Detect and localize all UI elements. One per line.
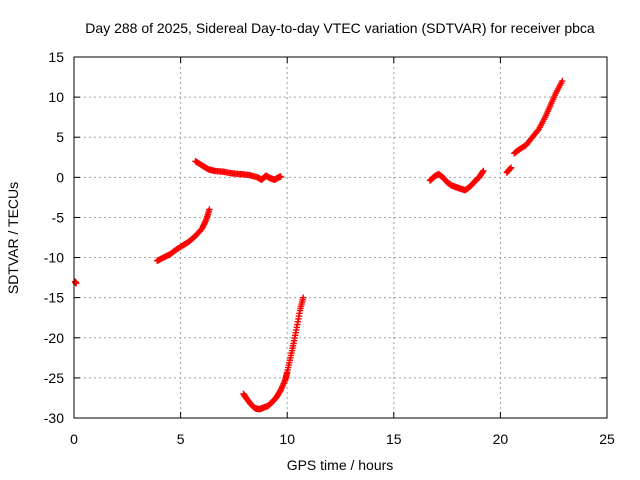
y-tick-label: 15 — [48, 49, 64, 65]
plot-frame — [73, 56, 608, 419]
data-point — [507, 165, 514, 172]
data-point — [534, 127, 541, 134]
x-tick-label: 20 — [493, 431, 509, 447]
x-tick-label: 0 — [70, 431, 78, 447]
data-point — [480, 167, 487, 175]
y-tick-label: -5 — [52, 209, 65, 225]
chart-title: Day 288 of 2025, Sidereal Day-to-day VTE… — [85, 20, 595, 36]
axis-ticks — [73, 56, 608, 419]
sdtvar-series — [71, 77, 566, 413]
data-point — [479, 168, 486, 176]
data-point — [299, 294, 307, 301]
y-tick-label: -25 — [44, 370, 64, 386]
x-tick-label: 10 — [279, 431, 295, 447]
y-tick-label: -30 — [44, 410, 64, 426]
data-point — [206, 206, 213, 213]
y-tick-label: -20 — [44, 330, 64, 346]
x-tick-label: 15 — [386, 431, 402, 447]
grid — [74, 57, 607, 418]
data-point — [277, 173, 285, 180]
y-tick-label: -10 — [44, 250, 64, 266]
x-axis-label: GPS time / hours — [287, 457, 394, 473]
x-tick-label: 5 — [177, 431, 185, 447]
y-tick-label: -15 — [44, 290, 64, 306]
data-point — [559, 77, 566, 85]
data-point — [507, 164, 515, 171]
tick-labels: 0 5 10 15 20 25 -30 -25 -20 -15 -10 -5 0 5 10 15 — [44, 49, 615, 447]
y-tick-label: 0 — [56, 169, 64, 185]
y-tick-label: 5 — [56, 129, 64, 145]
y-tick-label: 10 — [48, 89, 64, 105]
x-tick-label: 25 — [599, 431, 615, 447]
y-axis-label: SDTVAR / TECUs — [5, 182, 21, 294]
